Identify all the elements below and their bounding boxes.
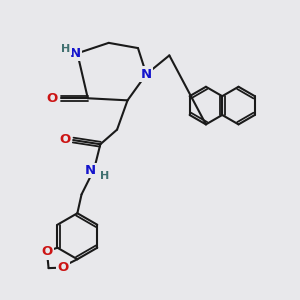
Text: O: O bbox=[46, 92, 58, 105]
Text: H: H bbox=[61, 44, 70, 54]
Text: H: H bbox=[100, 171, 109, 181]
Text: O: O bbox=[57, 261, 68, 274]
Text: O: O bbox=[41, 245, 52, 258]
Text: O: O bbox=[59, 133, 70, 146]
Text: N: N bbox=[84, 164, 95, 177]
Text: N: N bbox=[70, 47, 81, 60]
Text: N: N bbox=[141, 68, 152, 81]
